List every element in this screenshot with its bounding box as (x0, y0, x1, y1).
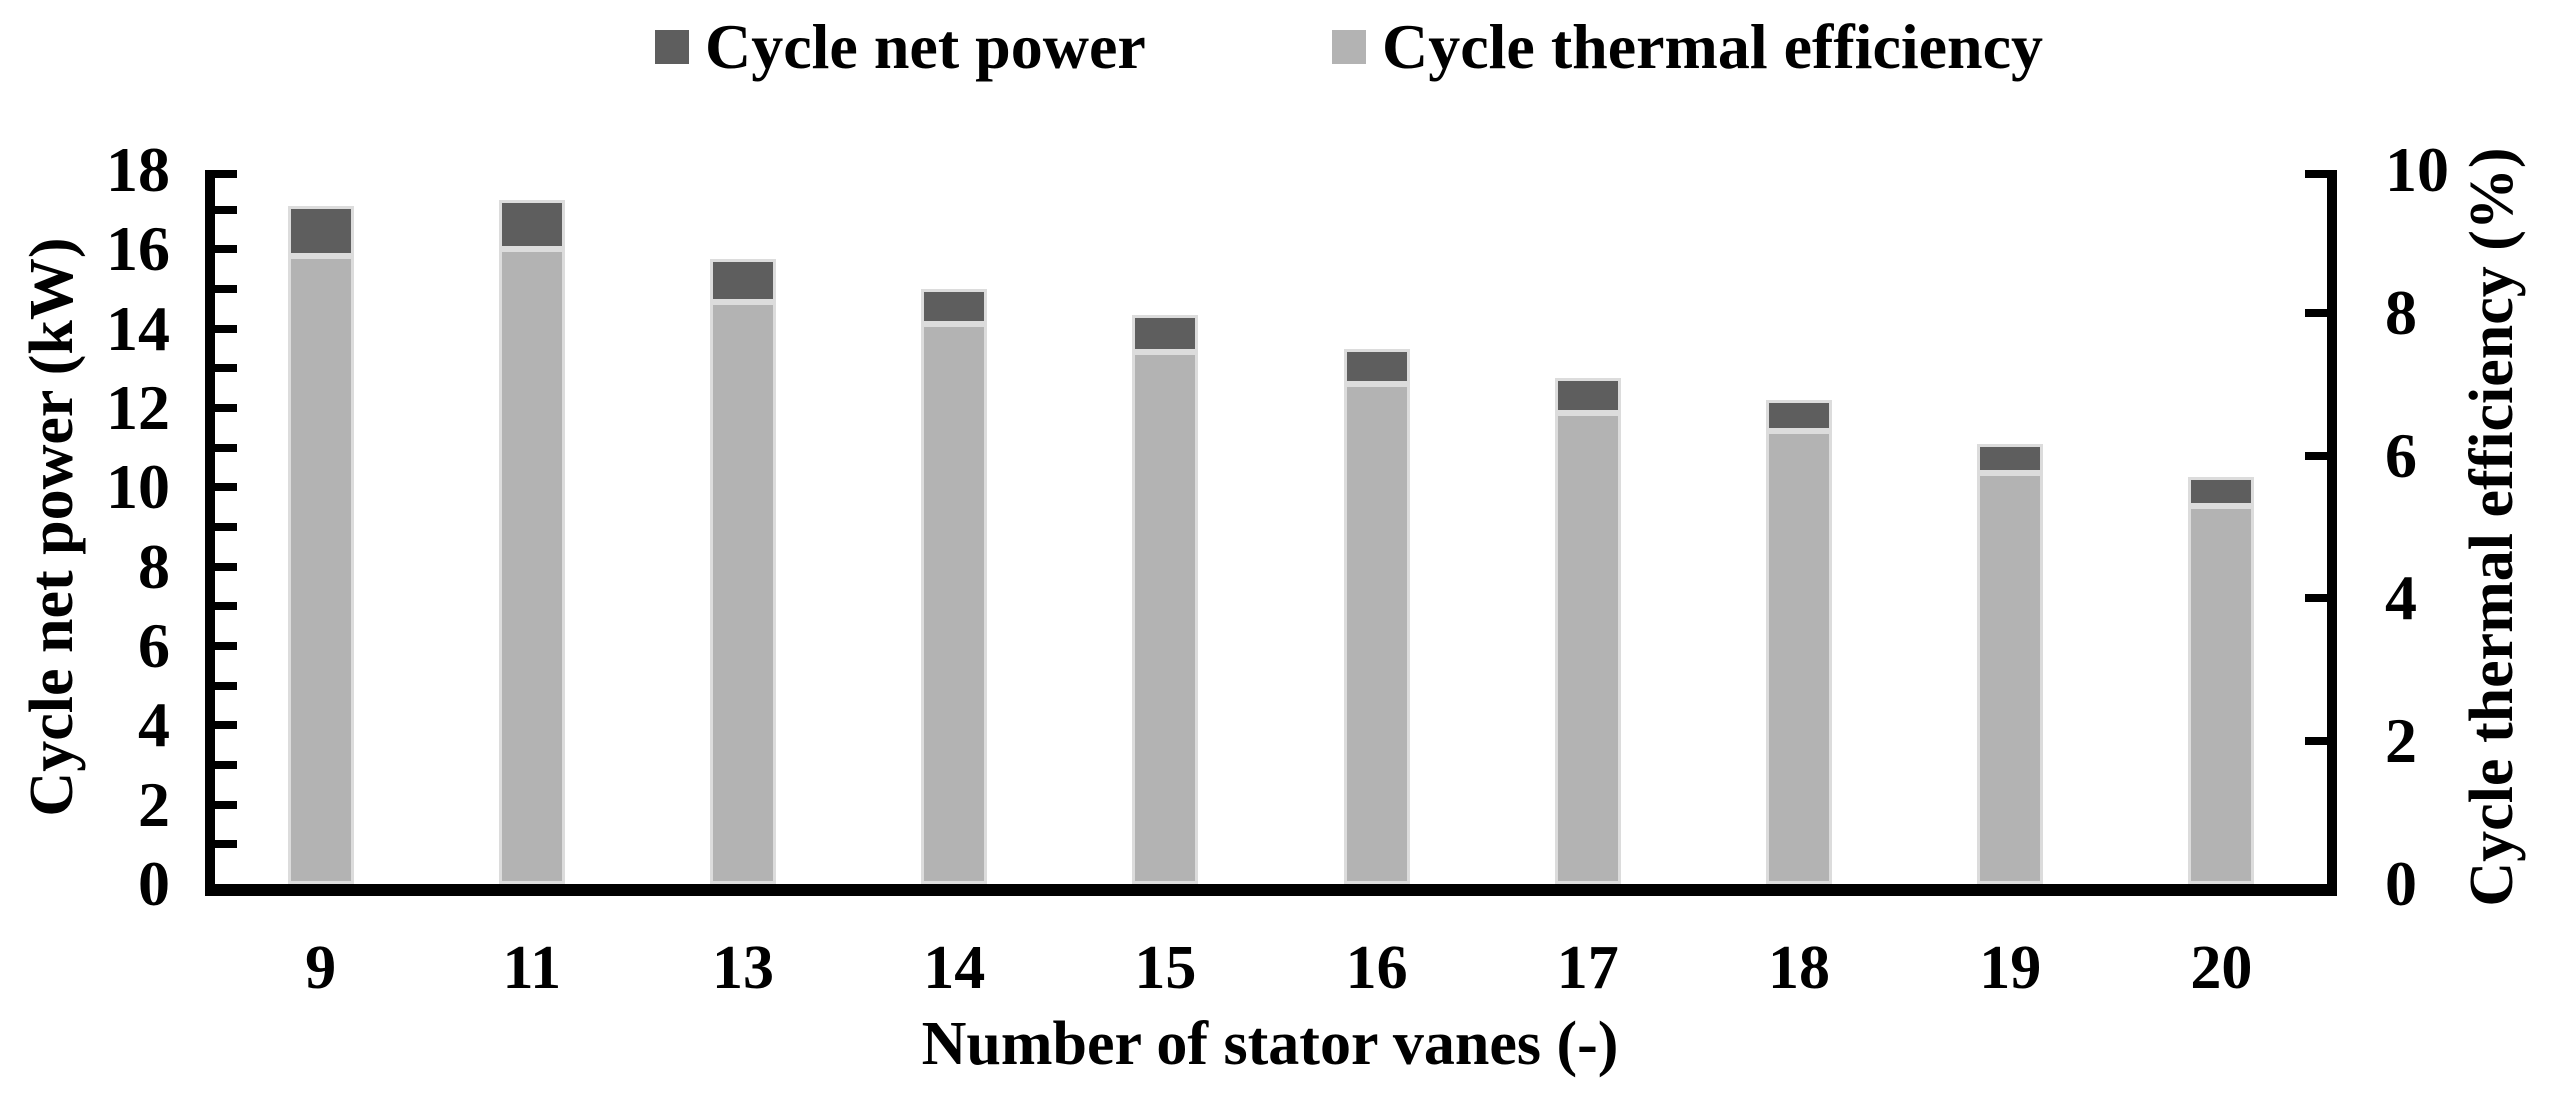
y-axis-label-left: 2 (138, 768, 170, 840)
left-axis-tick (215, 483, 237, 492)
left-axis-tick (215, 443, 237, 452)
bar-segment-net-power (1343, 348, 1410, 385)
bar-segment-thermal-efficiency (1554, 412, 1621, 884)
x-axis-label: 18 (1768, 934, 1830, 1002)
x-axis-label: 19 (1979, 934, 2042, 1002)
left-axis-tick (215, 681, 237, 690)
legend-label-net-power: Cycle net power (705, 11, 1146, 82)
bar-segment-net-power (1977, 443, 2044, 474)
y-axis-label-right: 6 (2385, 419, 2417, 491)
y-axis-label-left: 18 (106, 134, 170, 205)
bar-segment-thermal-efficiency (710, 302, 776, 884)
x-axis-label: 14 (923, 934, 986, 1002)
bar-segment-thermal-efficiency (287, 255, 354, 884)
y-axis-label-right: 10 (2385, 134, 2449, 205)
legend-label-thermal-efficiency: Cycle thermal efficiency (1382, 11, 2044, 82)
bar-segment-net-power (710, 259, 776, 303)
left-axis-tick (215, 285, 237, 293)
right-axis-tick (2305, 451, 2327, 460)
x-axis-label: 13 (712, 934, 774, 1002)
bar-segment-thermal-efficiency (921, 323, 988, 884)
bar-segment-thermal-efficiency (1977, 473, 2044, 884)
y-axis-label-left: 14 (106, 292, 170, 364)
bar-segment-thermal-efficiency (1343, 384, 1410, 884)
left-axis-tick (215, 761, 237, 769)
left-axis-tick (215, 245, 237, 254)
y-axis-label-left: 10 (106, 451, 170, 523)
y-axis-label-right: 8 (2385, 276, 2417, 348)
left-axis-tick (215, 404, 237, 412)
y-axis-label-right: 0 (2385, 848, 2417, 919)
y-axis-label-left: 12 (106, 372, 170, 443)
y-axis-label-right: 4 (2385, 562, 2417, 634)
left-axis-tick (215, 170, 237, 178)
bar-segment-net-power (1132, 314, 1199, 353)
x-axis-label: 9 (305, 934, 337, 1002)
right-axis-tick (2305, 594, 2327, 603)
bar-segment-net-power (921, 289, 988, 324)
y-axis-label-left: 6 (138, 610, 170, 681)
left-axis-tick (215, 642, 237, 650)
bar-segment-net-power (498, 199, 565, 249)
bar-segment-net-power (2188, 477, 2255, 506)
y-axis-label-left: 0 (138, 848, 170, 919)
x-axis-label: 11 (502, 934, 562, 1002)
left-axis-tick (215, 523, 237, 531)
plot-area (205, 170, 2337, 896)
left-axis-tick (215, 840, 237, 849)
left-axis-tick (215, 364, 237, 373)
x-axis-title: Number of stator vanes (-) (921, 1010, 1619, 1078)
bar-segment-thermal-efficiency (2188, 505, 2255, 884)
bar-segment-thermal-efficiency (1766, 430, 1832, 884)
bar-segment-thermal-efficiency (1132, 352, 1199, 884)
right-axis-tick (2305, 170, 2327, 178)
y-axis-label-left: 8 (138, 530, 170, 602)
bar-segment-net-power (1766, 400, 1832, 431)
right-axis-title: Cycle thermal efficiency (%) (2458, 147, 2526, 907)
left-axis-tick (215, 602, 237, 611)
legend-item-thermal-efficiency: Cycle thermal efficiency (1332, 12, 2043, 82)
bar-segment-thermal-efficiency (498, 248, 565, 884)
left-axis-tick (215, 800, 237, 809)
net-power-legend-swatch (655, 30, 689, 64)
x-axis-label: 16 (1345, 934, 1408, 1002)
x-axis-label: 15 (1134, 934, 1197, 1002)
left-axis-tick (215, 324, 237, 333)
y-axis-label-left: 16 (106, 213, 170, 285)
right-axis-tick (2305, 737, 2327, 746)
y-axis-label-right: 2 (2385, 705, 2417, 777)
right-axis-tick (2305, 308, 2327, 317)
bar-segment-net-power (1554, 378, 1621, 413)
thermal-efficiency-legend-swatch (1332, 30, 1366, 64)
x-axis-label: 20 (2190, 934, 2253, 1002)
left-axis-tick (215, 205, 237, 214)
legend-item-net-power: Cycle net power (655, 12, 1146, 82)
bar-segment-net-power (287, 205, 354, 256)
x-axis-label: 17 (1556, 934, 1619, 1002)
left-axis-tick (215, 562, 237, 571)
left-axis-title: Cycle net power (kW) (18, 237, 86, 817)
y-axis-label-left: 4 (138, 689, 170, 761)
left-axis-tick (215, 721, 237, 730)
